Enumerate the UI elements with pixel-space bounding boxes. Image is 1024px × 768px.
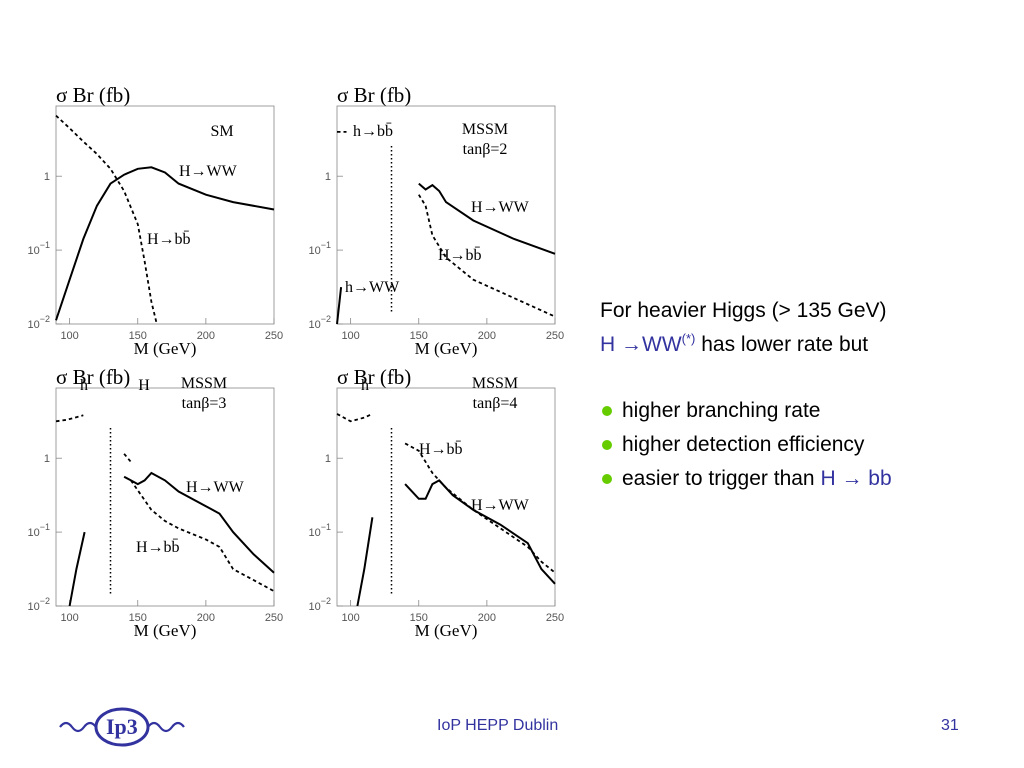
series-line — [404, 442, 556, 574]
y-tick-label: 10−1 — [308, 522, 331, 539]
y-tick-label: 10−2 — [308, 596, 331, 613]
series-label: H→WW — [179, 163, 238, 180]
bullet-text-blue: H → bb — [820, 467, 892, 490]
series-line — [336, 286, 343, 325]
x-tick-label: 200 — [478, 612, 496, 624]
series-line — [404, 479, 556, 585]
bullet-dot-icon — [602, 406, 612, 416]
series-label: H→WW — [471, 497, 530, 514]
plot-annotation: h — [361, 377, 369, 394]
plot-frame — [55, 105, 275, 325]
chart-title: σ Br (fb) — [56, 83, 130, 107]
plot-annotation: h — [80, 377, 88, 394]
plot-annotation: tanβ=3 — [182, 395, 227, 412]
plot-annotation: MSSM — [462, 121, 508, 138]
series-line — [55, 166, 275, 321]
chart-panel-mssm-tanb2: σ Br (fb) 1 10−1 10−2 100 150 200 250 M (GeV) MSS… — [295, 83, 565, 374]
series-line — [418, 194, 556, 318]
bullet-dot-icon — [602, 440, 612, 450]
series-line — [418, 182, 556, 255]
x-tick-label: 100 — [60, 612, 78, 624]
bullet-dot-icon — [602, 474, 612, 484]
text-line-2: H →WW(*) has lower rate but — [600, 328, 1010, 362]
y-tick-label: 10−2 — [27, 596, 50, 613]
series-line — [336, 413, 373, 423]
series-line — [123, 453, 132, 463]
chart-panel-mssm-tanb4: σ Br (fb) 1 10−1 10−2 100 150 200 250 M (GeV) MSS… — [295, 365, 565, 656]
x-tick-label: 250 — [546, 612, 564, 624]
plot-annotation: MSSM — [472, 375, 518, 392]
plot-frame — [336, 387, 556, 607]
chart-title: σ Br (fb) — [337, 83, 411, 107]
chart-title: σ Br (fb) — [56, 365, 130, 389]
explanation-text: For heavier Higgs (> 135 GeV) H →WW(*) h… — [600, 294, 1010, 496]
x-tick-label: 250 — [265, 330, 283, 342]
iop-logo: Ip3 — [59, 707, 185, 747]
bullet-text: easier to trigger than — [622, 467, 821, 490]
y-tick-label: 10−1 — [27, 522, 50, 539]
y-tick-label: 10−1 — [308, 240, 331, 257]
bullet-item: higher branching rate — [600, 394, 1010, 428]
logo-text: Ip3 — [106, 714, 138, 739]
x-axis-label: M (GeV) — [415, 339, 478, 358]
y-tick-label: 1 — [44, 171, 50, 183]
x-tick-label: 200 — [197, 612, 215, 624]
h-ww-label: H →WW — [600, 333, 682, 356]
x-tick-label: 200 — [197, 330, 215, 342]
series-line — [356, 517, 374, 607]
page-number: 31 — [941, 717, 959, 734]
x-tick-label: 200 — [478, 330, 496, 342]
text-line-1: For heavier Higgs (> 135 GeV) — [600, 299, 887, 322]
x-axis-label: M (GeV) — [134, 621, 197, 640]
x-tick-label: 250 — [265, 612, 283, 624]
series-label: h→bb̄ — [353, 122, 393, 140]
series-label: H→bb̄ — [147, 230, 191, 248]
x-axis-label: M (GeV) — [415, 621, 478, 640]
series-label: H→WW — [471, 199, 530, 216]
x-tick-label: 100 — [60, 330, 78, 342]
x-tick-label: 150 — [410, 330, 428, 342]
bullet-item: easier to trigger than H → bb — [600, 462, 1010, 496]
series-line — [55, 114, 158, 325]
h-ww-superscript: (*) — [681, 331, 696, 346]
y-tick-label: 1 — [325, 453, 331, 465]
x-tick-label: 150 — [410, 612, 428, 624]
plot-annotation: H — [138, 377, 150, 394]
y-tick-label: 10−2 — [308, 314, 331, 331]
chart-panel-mssm-tanb3: σ Br (fb) 1 10−1 10−2 100 150 200 250 M (GeV) MSS… — [14, 365, 284, 656]
series-line — [55, 414, 84, 423]
series-line — [68, 531, 86, 607]
bullet-item: higher detection efficiency — [600, 428, 1010, 462]
plot-annotation: tanβ=2 — [463, 141, 508, 158]
x-tick-label: 150 — [129, 612, 147, 624]
footer-title: IoP HEPP Dublin — [437, 717, 559, 734]
plot-annotation: MSSM — [181, 375, 227, 392]
x-tick-label: 100 — [341, 330, 359, 342]
plot-annotation: SM — [210, 123, 233, 140]
plot-frame — [336, 105, 556, 325]
series-label: H→bb̄ — [438, 246, 482, 264]
x-tick-label: 100 — [341, 612, 359, 624]
chart-title: σ Br (fb) — [337, 365, 411, 389]
y-tick-label: 1 — [325, 171, 331, 183]
series-line — [123, 471, 275, 574]
bullet-text: higher branching rate — [622, 399, 821, 422]
series-label: H→bb̄ — [419, 440, 463, 458]
series-line — [130, 479, 275, 592]
text-line-2-rest: has lower rate but — [695, 333, 869, 356]
plot-annotation: tanβ=4 — [473, 395, 518, 412]
series-label: h→WW — [345, 279, 400, 296]
y-tick-label: 10−1 — [27, 240, 50, 257]
x-tick-label: 250 — [546, 330, 564, 342]
y-tick-label: 10−2 — [27, 314, 50, 331]
plot-frame — [55, 387, 275, 607]
x-tick-label: 150 — [129, 330, 147, 342]
series-label: H→WW — [186, 479, 245, 496]
bullet-text: higher detection efficiency — [622, 433, 865, 456]
chart-panel-sm: σ Br (fb) 1 10−1 10−2 100 150 200 250 M (GeV) SM H… — [14, 83, 284, 374]
x-axis-label: M (GeV) — [134, 339, 197, 358]
series-label: H→bb̄ — [136, 538, 180, 556]
y-tick-label: 1 — [44, 453, 50, 465]
